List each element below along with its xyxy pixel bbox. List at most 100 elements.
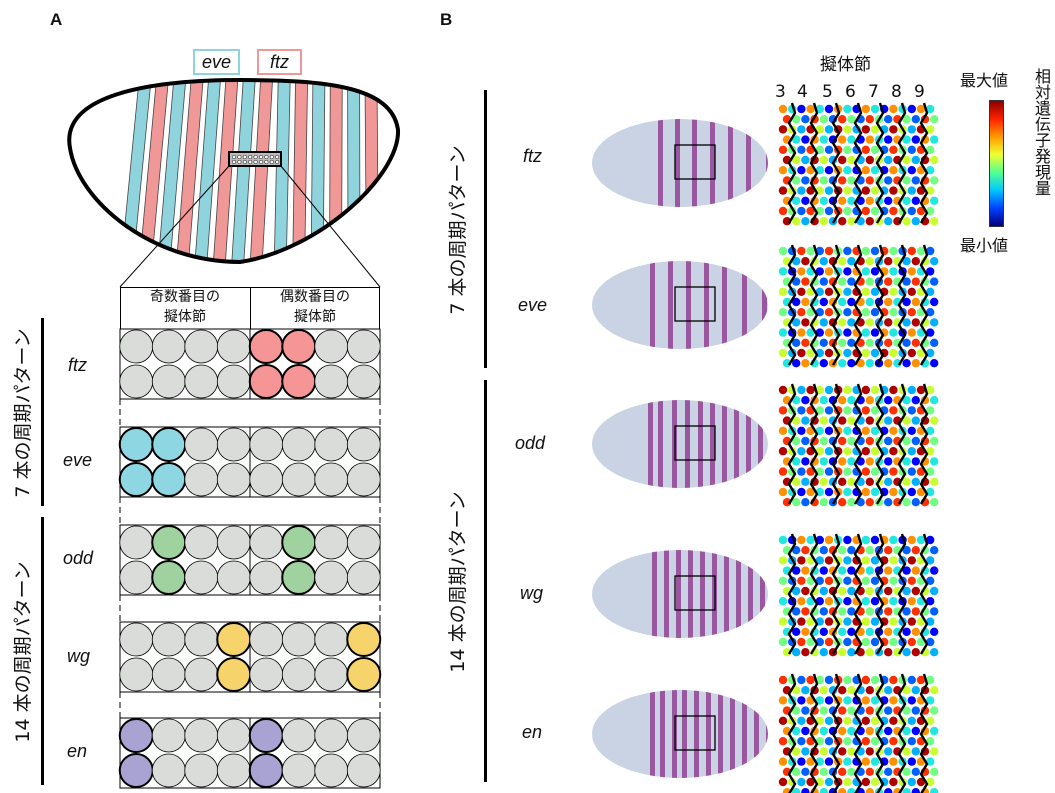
group-bar-seven-b bbox=[484, 90, 487, 368]
cell-eve-on bbox=[118, 462, 154, 497]
segment-boundary bbox=[809, 383, 819, 505]
segment-number-6: 6 bbox=[845, 82, 856, 102]
cell-en-on bbox=[118, 718, 154, 753]
embryo-roi-box bbox=[674, 575, 716, 611]
segment-boundary bbox=[853, 102, 863, 224]
cell-off bbox=[249, 657, 284, 692]
ftz-stripe bbox=[249, 80, 274, 262]
cell-wg-on bbox=[216, 657, 252, 692]
cell-odd-on bbox=[151, 525, 187, 560]
cell-off bbox=[281, 462, 316, 497]
cell-off bbox=[184, 364, 219, 399]
header-even-segments: 偶数番目の 擬体節 bbox=[280, 289, 350, 325]
segment-boundary bbox=[875, 383, 885, 505]
cell-off bbox=[314, 462, 349, 497]
cell-off bbox=[216, 753, 251, 788]
cell-off bbox=[281, 753, 316, 788]
cell-odd-on bbox=[281, 525, 317, 560]
cell-off bbox=[314, 657, 349, 692]
cell-off bbox=[249, 462, 284, 497]
cell-off bbox=[151, 364, 186, 399]
cell-off bbox=[314, 622, 349, 657]
cell-off bbox=[216, 560, 251, 595]
cell-off bbox=[151, 657, 186, 692]
cell-ftz-on bbox=[281, 364, 317, 399]
dot-plot-eve bbox=[778, 244, 939, 368]
cell-off bbox=[249, 427, 284, 462]
scale-title: 相対遺伝子発現量 bbox=[1032, 68, 1051, 196]
embryo-image-eve bbox=[592, 261, 768, 349]
cell-off bbox=[151, 329, 186, 364]
grid-label-odd: odd bbox=[63, 548, 94, 568]
embryo-roi-box bbox=[674, 715, 716, 751]
cell-off bbox=[184, 462, 219, 497]
embryo-image-en bbox=[592, 690, 768, 778]
group-label-seven-a: 7 本の周期パターン bbox=[12, 328, 34, 498]
embryo-roi-box bbox=[674, 425, 716, 461]
scale-max-label: 最大値 bbox=[960, 71, 1009, 90]
cell-off bbox=[346, 753, 381, 788]
cell-ftz-on bbox=[248, 364, 284, 399]
cell-off bbox=[184, 718, 219, 753]
group-label-seven-b: 7 本の周期パターン bbox=[447, 145, 469, 315]
panel-label-b: B bbox=[440, 10, 453, 29]
cell-off bbox=[346, 718, 381, 753]
cell-off bbox=[281, 622, 316, 657]
embryo-label-odd: odd bbox=[515, 433, 546, 453]
grid-header-divider bbox=[250, 287, 251, 329]
eve-stripe bbox=[119, 80, 153, 262]
segment-boundary bbox=[853, 383, 863, 505]
header-odd-segments: 奇数番目の 擬体節 bbox=[150, 289, 220, 325]
cell-off bbox=[119, 560, 154, 595]
cell-off bbox=[184, 329, 219, 364]
cell-off bbox=[314, 364, 349, 399]
cell-wg-on bbox=[346, 622, 382, 657]
segment-boundary bbox=[897, 673, 907, 793]
segment-boundary bbox=[875, 533, 885, 655]
cell-off bbox=[119, 364, 154, 399]
group-label-fourteen-b: 14 本の周期パターン bbox=[447, 491, 469, 673]
embryo-image-odd bbox=[592, 400, 768, 488]
cell-off bbox=[249, 525, 284, 560]
segment-boundary bbox=[809, 533, 819, 655]
cell-off bbox=[281, 657, 316, 692]
panel-label-a: A bbox=[50, 10, 63, 29]
cell-wg-on bbox=[216, 622, 252, 657]
embryo-roi-box bbox=[674, 286, 716, 322]
segment-boundary bbox=[831, 533, 841, 655]
cell-ftz-on bbox=[281, 329, 317, 364]
grid-label-en: en bbox=[67, 741, 88, 761]
ftz-stripe bbox=[138, 80, 170, 262]
segment-boundary bbox=[809, 244, 819, 366]
segment-boundary bbox=[853, 673, 863, 793]
cell-en-on bbox=[118, 753, 154, 788]
cell-off bbox=[184, 427, 219, 462]
embryo-image-ftz bbox=[592, 119, 768, 207]
segment-boundary bbox=[919, 102, 929, 224]
cell-en-on bbox=[248, 718, 284, 753]
cell-off bbox=[314, 329, 349, 364]
segment-boundary bbox=[831, 244, 841, 366]
segment-numbers: 3 4 5 6 7 8 9 bbox=[775, 82, 935, 102]
cell-off bbox=[119, 622, 154, 657]
cell-off bbox=[151, 753, 186, 788]
dot-plot-odd bbox=[778, 383, 939, 507]
embryo-outline bbox=[67, 77, 401, 265]
segment-boundary bbox=[787, 533, 797, 655]
cell-off bbox=[151, 718, 186, 753]
dot-plot-wg bbox=[778, 533, 939, 657]
cell-off bbox=[346, 427, 381, 462]
cell-off bbox=[216, 427, 251, 462]
ftz-stripe bbox=[212, 80, 239, 262]
eve-stripe bbox=[273, 80, 291, 262]
segment-number-9: 9 bbox=[914, 82, 925, 102]
cell-off bbox=[249, 560, 284, 595]
cell-eve-on bbox=[151, 427, 187, 462]
segment-boundary bbox=[831, 673, 841, 793]
cell-off bbox=[119, 525, 154, 560]
segment-axis-title: 擬体節 bbox=[820, 55, 871, 75]
segment-boundary bbox=[897, 102, 907, 224]
cell-off bbox=[119, 329, 154, 364]
ftz-stripe bbox=[175, 80, 205, 262]
embryo-stripes bbox=[119, 80, 379, 262]
